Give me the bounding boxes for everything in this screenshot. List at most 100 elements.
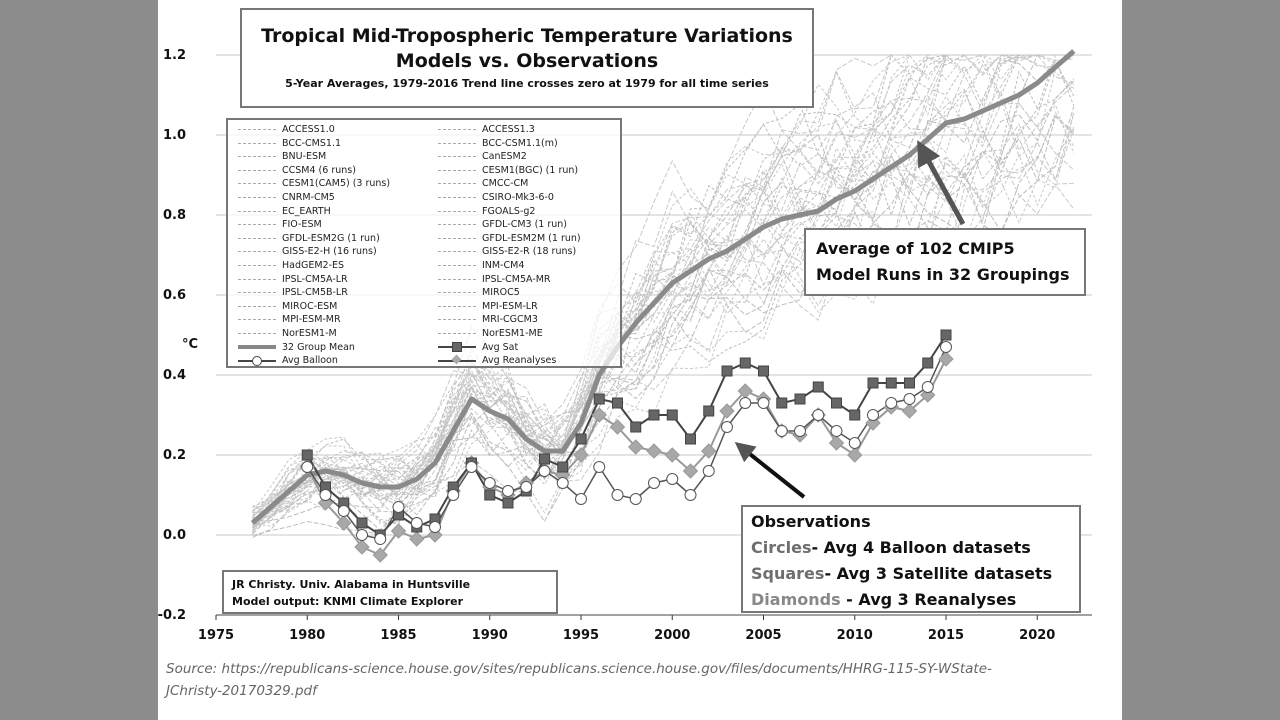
legend-item: Avg Reanalyses	[438, 354, 556, 367]
model-run-line	[252, 54, 1074, 538]
balloon-circle-point	[702, 465, 715, 477]
x-tick-label: 1975	[198, 628, 234, 643]
legend-item: INM-CM4	[438, 259, 524, 272]
legend-item: Avg Sat	[438, 341, 518, 354]
satellite-square-point	[867, 377, 879, 389]
legend-marker	[252, 355, 262, 366]
legend-item: MPI-ESM-LR	[438, 300, 538, 313]
balloon-circle-point	[502, 485, 514, 497]
balloon-circle-point	[611, 489, 624, 501]
legend-swatch-dashed	[438, 278, 476, 280]
legend-swatch-dashed	[438, 333, 476, 334]
legend-item: Avg Balloon	[238, 354, 338, 367]
legend-marker	[452, 342, 462, 353]
legend-label: GFDL-CM3 (1 run)	[482, 219, 568, 231]
observations-arrow	[734, 442, 806, 499]
legend-label: IPSL-CM5B-LR	[282, 287, 348, 299]
legend-label: MIROC-ESM	[282, 300, 338, 312]
legend-marker	[451, 354, 462, 365]
balloon-circle-point	[538, 465, 551, 477]
balloon-circle-point	[520, 481, 533, 493]
balloon-circle-point	[301, 461, 314, 473]
legend-item: 32 Group Mean	[238, 341, 355, 354]
legend-label: CSIRO-Mk3-6-0	[482, 192, 554, 203]
legend-item: GFDL-CM3 (1 run)	[438, 218, 567, 231]
legend-label: Avg Balloon	[282, 355, 338, 367]
balloon-circle-point	[374, 533, 387, 545]
legend-swatch-marker	[438, 354, 476, 367]
model-run-line	[252, 84, 1075, 529]
legend-swatch-dashed	[438, 142, 476, 144]
legend-swatch-dashed	[238, 197, 276, 198]
satellite-square-point	[630, 421, 642, 433]
reanalyses-diamond-point	[847, 447, 863, 463]
legend-item: CESM1(CAM5) (3 runs)	[238, 177, 390, 190]
reanalyses-diamond-point	[354, 539, 370, 555]
legend-swatch-dashed	[438, 265, 476, 266]
reanalyses-diamond-point	[938, 351, 954, 367]
legend-swatch-dashed	[438, 156, 476, 158]
balloon-circle-point	[392, 501, 405, 513]
circles-text: - Avg 4 Balloon datasets	[811, 538, 1031, 557]
x-tick-label: 2010	[837, 628, 873, 643]
satellite-square-point	[849, 409, 861, 421]
satellite-square-point	[593, 393, 605, 405]
reanalyses-diamond-point	[591, 407, 607, 423]
y-tick-label: 1.2	[163, 48, 186, 63]
reanalyses-diamond-point	[901, 403, 918, 419]
satellite-square-point	[831, 397, 842, 409]
legend-item: EC_EARTH	[238, 205, 331, 218]
legend-swatch-dashed	[438, 183, 476, 185]
x-tick-label: 2015	[928, 628, 964, 643]
y-tick-label: 0.0	[163, 528, 186, 543]
reanalyses-diamond-point	[682, 463, 699, 479]
balloon-circle-point	[337, 505, 350, 517]
balloon-circle-point	[903, 393, 916, 405]
reanalyses-diamond-point	[828, 435, 845, 451]
model-run-line	[252, 94, 1075, 521]
model-run-line	[252, 54, 1074, 512]
legend-label: 32 Group Mean	[282, 341, 355, 353]
balloon-circle-point	[465, 461, 478, 473]
legend-swatch-dashed	[438, 251, 476, 253]
balloon-circle-point	[775, 425, 788, 437]
observations-diamonds: Diamonds - Avg 3 Reanalyses	[751, 587, 1079, 613]
x-tick-label: 1980	[289, 628, 325, 643]
legend-swatch-marker	[438, 341, 476, 353]
balloon-circle-point	[812, 409, 825, 421]
satellite-square-point	[301, 449, 313, 461]
figure-slide: -0.2 0.0 0.2 0.4 0.6 0.8 1.0 1.2 1975 1980 1985 199…	[158, 0, 1122, 720]
x-tick-label: 2000	[654, 628, 690, 643]
source-label: Source:	[166, 661, 218, 677]
balloon-circle-point	[429, 521, 441, 533]
legend-label: MRI-CGCM3	[482, 314, 538, 326]
balloon-circle-point	[575, 493, 587, 505]
legend-swatch-dashed	[438, 129, 476, 130]
legend-label: Avg Sat	[482, 341, 519, 353]
legend-label: HadGEM2-ES	[282, 260, 345, 271]
legend-item: CNRM-CM5	[238, 191, 335, 204]
satellite-square-point	[940, 329, 952, 341]
satellite-square-point	[885, 377, 897, 389]
model-average-line-2: Model Runs in 32 Groupings	[816, 265, 1070, 284]
x-tick-label: 1995	[563, 628, 599, 643]
balloon-circle-point	[629, 493, 642, 505]
legend-item: MPI-ESM-MR	[238, 313, 341, 326]
credit-box: JR Christy. Univ. Alabama in Huntsville …	[222, 570, 558, 614]
y-tick-label: 0.8	[163, 208, 186, 223]
balloon-circle-point	[684, 489, 697, 501]
chart-subtitle: Models vs. Observations	[395, 50, 659, 72]
series-layer	[250, 49, 1076, 563]
legend-swatch-dashed	[438, 210, 476, 212]
legend-item: CCSM4 (6 runs)	[238, 164, 356, 177]
y-tick-label: 0.6	[163, 288, 186, 303]
legend-item: BCC-CSM1.1(m)	[438, 137, 558, 150]
x-tick-label: 2020	[1019, 628, 1055, 643]
model-average-callout: Average of 102 CMIP5 Model Runs in 32 Gr…	[804, 228, 1086, 296]
legend-swatch-dashed	[238, 129, 276, 130]
legend-swatch-dashed	[438, 237, 476, 239]
legend-label: GFDL-ESM2M (1 run)	[482, 232, 581, 244]
legend-item: GFDL-ESM2M (1 run)	[438, 232, 581, 245]
legend-label: BCC-CMS1.1	[282, 137, 342, 149]
reanalyses-diamond-point	[372, 547, 388, 563]
